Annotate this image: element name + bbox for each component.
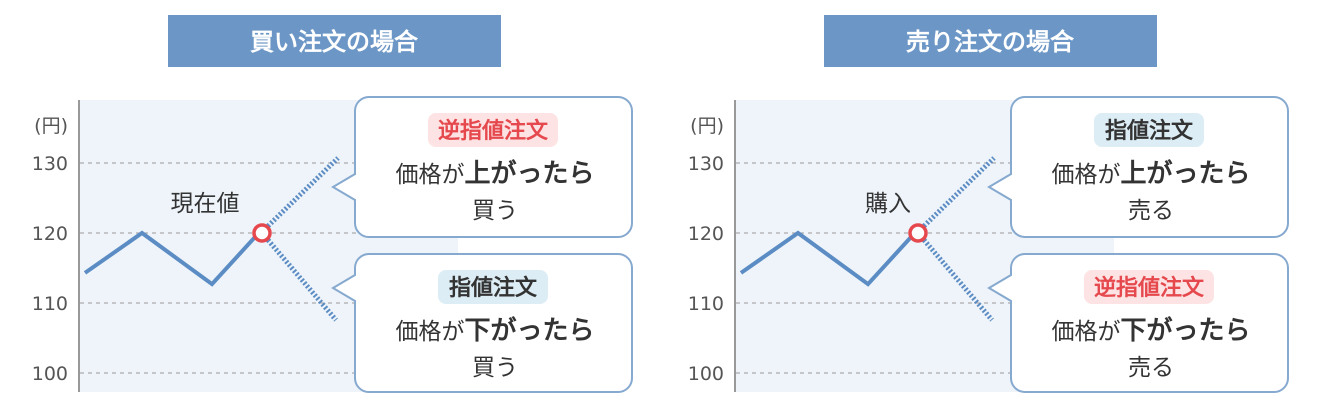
panel-title-box: [168, 15, 501, 67]
action-text: 買う: [472, 355, 518, 381]
order-type-label: 逆指値注文: [1094, 275, 1205, 301]
projected-up-line: [266, 156, 340, 228]
order-type-badge: [1084, 270, 1214, 304]
callout-box: [331, 253, 633, 393]
y-tick-label: 100: [32, 363, 68, 385]
order-type-badge: [1094, 113, 1204, 147]
action-text: 売る: [1128, 355, 1174, 381]
condition-text: 価格が下がったら: [395, 315, 594, 346]
order-type-badge: [428, 113, 558, 147]
y-tick-label: 120: [32, 223, 68, 245]
y-unit: (円): [34, 115, 68, 137]
condition-prefix: 価格が: [1051, 162, 1120, 188]
action-text: 売る: [1128, 198, 1174, 224]
condition-text: 価格が上がったら: [395, 158, 594, 189]
panel-title: 売り注文の場合: [906, 28, 1075, 56]
condition-emphasis: 上がったら: [1120, 158, 1250, 189]
panel-sell: 売り注文の場合(円)130120110100購入指値注文価格が上がったら売る逆指…: [688, 15, 1289, 393]
action-text: 買う: [472, 198, 518, 224]
condition-text: 価格が上がったら: [1051, 158, 1250, 189]
marker-label: 購入: [865, 191, 911, 217]
order-type-label: 逆指値注文: [438, 118, 549, 144]
y-tick-label: 130: [32, 153, 68, 175]
callout-box: [987, 96, 1289, 238]
y-tick-label: 110: [688, 293, 724, 315]
panel-buy: 買い注文の場合(円)130120110100現在値逆指値注文価格が上がったら買う…: [32, 15, 633, 393]
current-price-marker: [252, 223, 272, 243]
condition-prefix: 価格が: [395, 319, 464, 345]
order-type-label: 指値注文: [1105, 118, 1194, 144]
y-tick-label: 100: [688, 363, 724, 385]
y-tick-label: 130: [688, 153, 724, 175]
condition-prefix: 価格が: [1051, 319, 1120, 345]
panel-title-box: [824, 15, 1157, 67]
condition-emphasis: 下がったら: [464, 315, 594, 346]
order-type-label: 指値注文: [449, 275, 538, 301]
y-tick-label: 110: [32, 293, 68, 315]
condition-emphasis: 下がったら: [1120, 315, 1250, 346]
condition-emphasis: 上がったら: [464, 158, 594, 189]
y-unit: (円): [690, 115, 724, 137]
order-type-badge: [438, 270, 548, 304]
condition-text: 価格が下がったら: [1051, 315, 1250, 346]
current-price-marker: [908, 223, 928, 243]
price-line: [83, 230, 258, 287]
projected-up-line: [922, 156, 996, 228]
panel-title: 買い注文の場合: [250, 28, 419, 56]
condition-prefix: 価格が: [395, 162, 464, 188]
projected-down-line: [266, 238, 338, 322]
y-tick-label: 120: [688, 223, 724, 245]
projected-down-line: [922, 238, 994, 322]
price-line: [739, 230, 914, 287]
marker-label: 現在値: [171, 191, 240, 217]
